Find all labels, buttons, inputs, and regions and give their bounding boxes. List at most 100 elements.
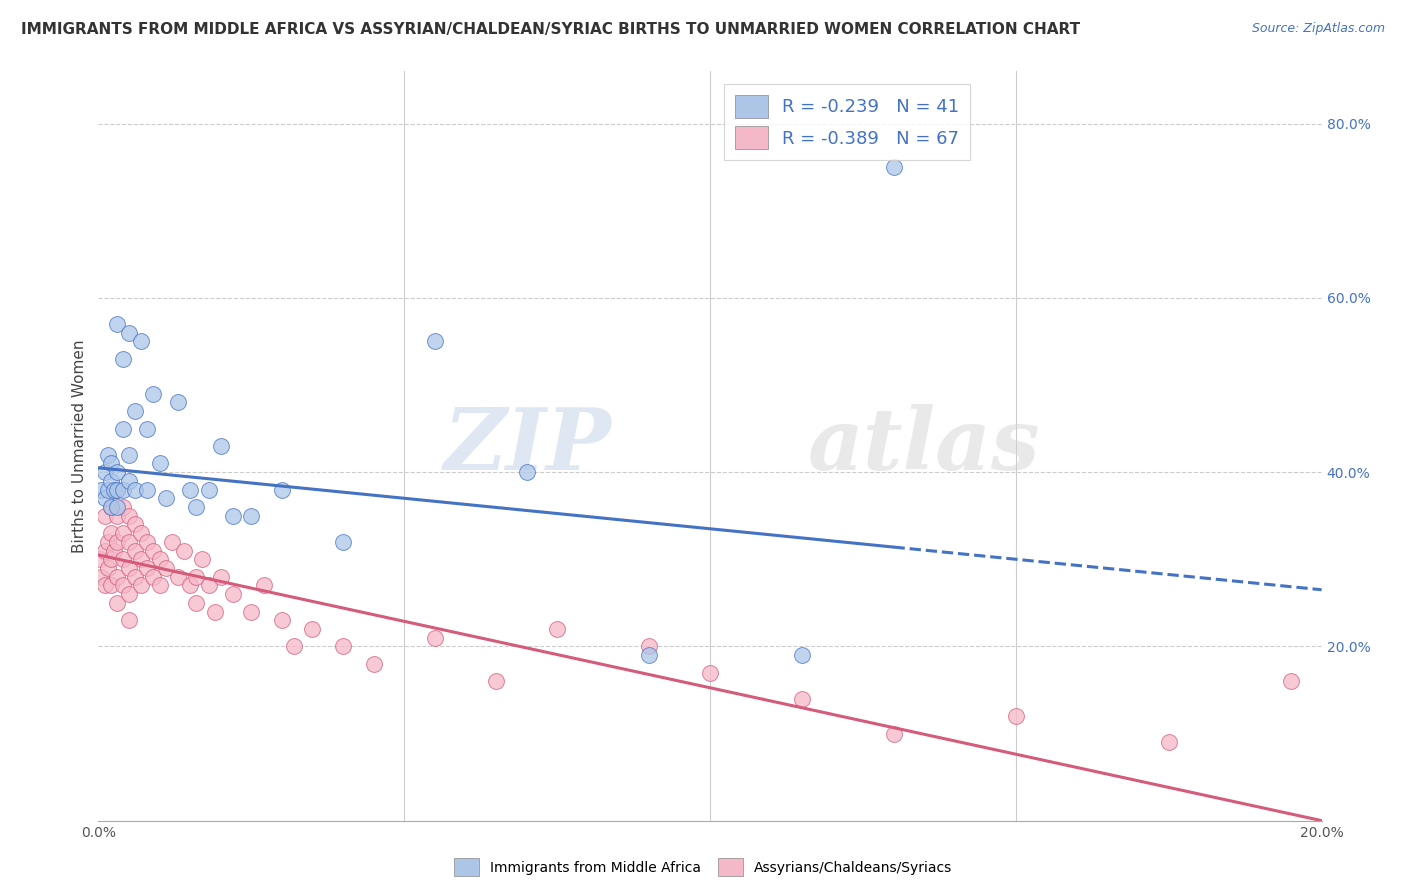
Point	[105, 570, 128, 584]
Point	[222, 587, 245, 601]
Point	[118, 587, 141, 601]
Text: ZIP: ZIP	[444, 404, 612, 488]
Point	[699, 665, 721, 680]
Point	[270, 483, 292, 497]
Point	[191, 552, 214, 566]
Point	[111, 526, 134, 541]
Point	[186, 500, 208, 514]
Point	[103, 483, 125, 497]
Point	[93, 578, 115, 592]
Point	[100, 457, 122, 471]
Point	[111, 578, 134, 592]
Point	[103, 543, 125, 558]
Point	[197, 483, 219, 497]
Point	[118, 326, 141, 340]
Point	[93, 543, 115, 558]
Point	[222, 508, 245, 523]
Point	[129, 578, 152, 592]
Point	[105, 596, 128, 610]
Point	[240, 605, 263, 619]
Point	[423, 631, 446, 645]
Point	[155, 491, 177, 506]
Point	[90, 570, 112, 584]
Point	[129, 552, 152, 566]
Point	[186, 570, 208, 584]
Point	[240, 508, 263, 523]
Point	[111, 552, 134, 566]
Point	[100, 578, 122, 592]
Point	[167, 395, 190, 409]
Point	[516, 465, 538, 479]
Point	[118, 508, 141, 523]
Point	[790, 648, 813, 662]
Point	[252, 578, 274, 592]
Point	[105, 483, 128, 497]
Point	[197, 578, 219, 592]
Point	[142, 543, 165, 558]
Point	[160, 534, 183, 549]
Point	[332, 640, 354, 654]
Point	[124, 517, 146, 532]
Point	[1157, 735, 1180, 749]
Text: atlas: atlas	[808, 404, 1040, 488]
Legend: Immigrants from Middle Africa, Assyrians/Chaldeans/Syriacs: Immigrants from Middle Africa, Assyrians…	[447, 852, 959, 883]
Point	[1004, 709, 1026, 723]
Point	[301, 622, 323, 636]
Point	[142, 386, 165, 401]
Point	[100, 474, 122, 488]
Point	[209, 439, 232, 453]
Point	[105, 465, 128, 479]
Point	[637, 648, 661, 662]
Point	[93, 491, 115, 506]
Legend: R = -0.239   N = 41, R = -0.389   N = 67: R = -0.239 N = 41, R = -0.389 N = 67	[724, 84, 970, 161]
Text: IMMIGRANTS FROM MIDDLE AFRICA VS ASSYRIAN/CHALDEAN/SYRIAC BIRTHS TO UNMARRIED WO: IMMIGRANTS FROM MIDDLE AFRICA VS ASSYRIA…	[21, 22, 1080, 37]
Point	[363, 657, 385, 671]
Point	[186, 596, 208, 610]
Point	[105, 534, 128, 549]
Point	[124, 570, 146, 584]
Point	[136, 421, 159, 435]
Point	[93, 465, 115, 479]
Point	[136, 534, 159, 549]
Point	[100, 552, 122, 566]
Point	[118, 448, 141, 462]
Point	[111, 500, 134, 514]
Point	[423, 334, 446, 349]
Point	[111, 421, 134, 435]
Point	[790, 691, 813, 706]
Point	[100, 526, 122, 541]
Point	[149, 578, 172, 592]
Point	[129, 334, 152, 349]
Point	[97, 483, 120, 497]
Point	[204, 605, 226, 619]
Point	[209, 570, 232, 584]
Point	[283, 640, 305, 654]
Point	[118, 474, 141, 488]
Point	[1279, 674, 1302, 689]
Point	[124, 404, 146, 418]
Point	[118, 561, 141, 575]
Point	[97, 534, 120, 549]
Point	[149, 457, 172, 471]
Point	[97, 561, 120, 575]
Point	[167, 570, 190, 584]
Point	[485, 674, 508, 689]
Point	[111, 351, 134, 366]
Point	[129, 526, 152, 541]
Point	[105, 508, 128, 523]
Point	[111, 483, 134, 497]
Point	[105, 317, 128, 331]
Point	[883, 160, 905, 174]
Point	[105, 500, 128, 514]
Point	[124, 483, 146, 497]
Point	[179, 483, 201, 497]
Y-axis label: Births to Unmarried Women: Births to Unmarried Women	[72, 339, 87, 553]
Point	[149, 552, 172, 566]
Point	[179, 578, 201, 592]
Point	[270, 613, 292, 627]
Point	[97, 448, 120, 462]
Point	[124, 543, 146, 558]
Point	[332, 534, 354, 549]
Point	[89, 552, 111, 566]
Point	[118, 534, 141, 549]
